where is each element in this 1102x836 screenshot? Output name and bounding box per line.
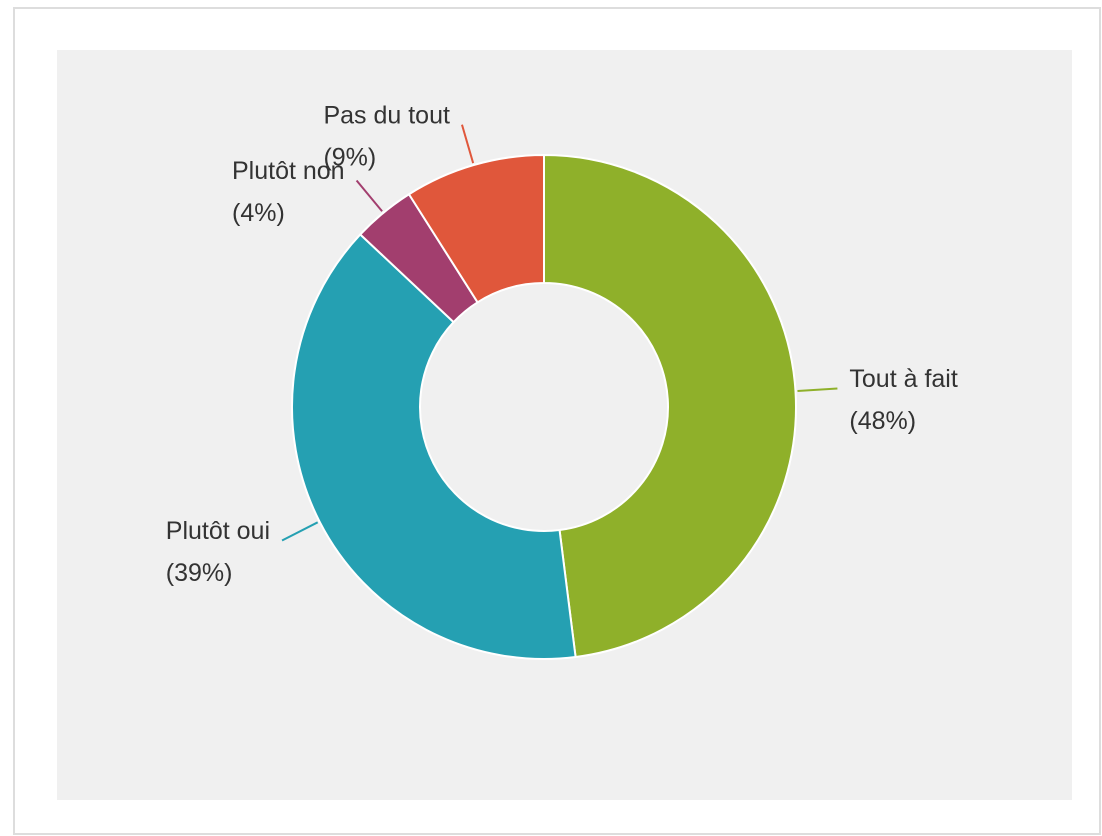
donut-slice xyxy=(291,233,577,660)
slice-value-label: (9%) xyxy=(323,143,376,171)
slice-label: Plutôt oui xyxy=(166,517,270,545)
leader-line xyxy=(355,179,383,212)
donut-slice xyxy=(407,153,545,304)
leader-line xyxy=(461,124,475,164)
slice-label: Tout à fait xyxy=(849,365,957,393)
slice-label: Plutôt non xyxy=(232,157,345,185)
slice-label: Pas du tout xyxy=(323,101,450,129)
slice-value-label: (39%) xyxy=(166,559,233,587)
leader-line xyxy=(281,521,319,542)
leader-line xyxy=(797,387,838,393)
donut-slice xyxy=(543,153,797,659)
slice-value-label: (48%) xyxy=(849,407,916,435)
slice-value-label: (4%) xyxy=(232,199,285,227)
